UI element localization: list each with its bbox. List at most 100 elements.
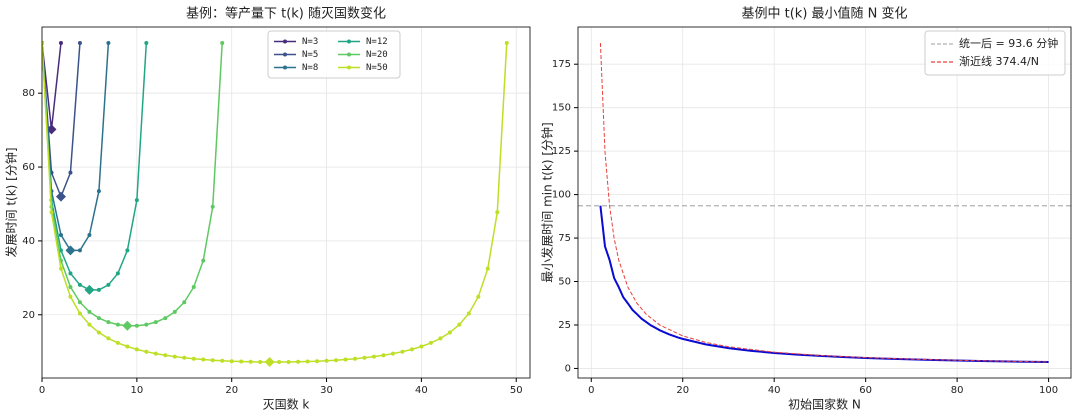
point xyxy=(144,40,149,45)
point xyxy=(106,336,111,341)
x-tick-label: 80 xyxy=(951,385,964,396)
x-tick-label: 40 xyxy=(415,385,428,396)
legend-label: 统一后 = 93.6 分钟 xyxy=(959,36,1058,50)
chart-title: 基例：等产量下 t(k) 随灭国数变化 xyxy=(186,6,386,22)
point xyxy=(134,323,139,328)
point xyxy=(68,294,73,299)
series-line xyxy=(42,42,81,199)
point xyxy=(163,353,168,358)
point xyxy=(115,271,120,276)
point xyxy=(353,356,358,361)
point xyxy=(258,359,263,364)
point xyxy=(134,198,139,203)
point xyxy=(96,287,101,292)
series-line xyxy=(42,42,508,363)
y-tick-label: 60 xyxy=(22,162,35,173)
x-tick-label: 40 xyxy=(768,385,781,396)
y-tick-label: 175 xyxy=(552,59,571,70)
point xyxy=(315,359,320,364)
point xyxy=(286,359,291,364)
point xyxy=(182,355,187,360)
x-axis-label: 初始国家数 N xyxy=(788,397,861,412)
point xyxy=(438,336,443,341)
point xyxy=(77,40,82,45)
point xyxy=(191,356,196,361)
point xyxy=(125,344,130,349)
point xyxy=(134,347,139,352)
point xyxy=(77,311,82,316)
x-tick-label: 30 xyxy=(320,385,333,396)
point xyxy=(305,359,310,364)
point xyxy=(390,351,395,356)
point xyxy=(362,355,367,360)
legend-label: 渐近线 374.4/N xyxy=(959,54,1039,68)
point xyxy=(495,210,500,215)
y-tick-label: 0 xyxy=(565,363,571,374)
point xyxy=(58,40,63,45)
legend-label: N=50 xyxy=(366,63,388,73)
minimum-marker xyxy=(65,245,76,256)
point xyxy=(447,330,452,335)
point xyxy=(87,322,92,327)
y-tick-label: 20 xyxy=(22,310,35,321)
plot-frame xyxy=(577,26,1072,379)
point xyxy=(68,284,73,289)
legend-marker xyxy=(283,39,287,44)
y-tick-label: 125 xyxy=(552,146,571,157)
chart-title: 基例中 t(k) 最小值随 N 变化 xyxy=(741,6,907,22)
legend-marker xyxy=(347,65,351,70)
point xyxy=(77,300,82,305)
minimum-marker xyxy=(84,284,95,295)
legend-marker xyxy=(283,65,287,70)
point xyxy=(504,40,509,45)
series-line xyxy=(599,205,1049,364)
point xyxy=(144,349,149,354)
point xyxy=(87,309,92,314)
point xyxy=(381,353,386,358)
y-tick-label: 25 xyxy=(558,320,571,331)
y-tick-label: 50 xyxy=(558,277,571,288)
point xyxy=(334,358,339,363)
point xyxy=(277,360,282,365)
series-line xyxy=(42,42,223,327)
x-tick-label: 100 xyxy=(1039,385,1058,396)
legend-label: N=8 xyxy=(302,63,318,73)
legend-marker xyxy=(283,52,287,57)
minimum-marker xyxy=(264,357,275,368)
x-tick-label: 50 xyxy=(510,385,523,396)
legend-marker xyxy=(347,52,351,57)
y-tick-label: 75 xyxy=(558,233,571,244)
point xyxy=(96,189,101,194)
point xyxy=(476,294,481,299)
point xyxy=(409,347,414,352)
series-line xyxy=(599,42,1049,363)
y-tick-label: 40 xyxy=(22,236,35,247)
point xyxy=(144,322,149,327)
x-axis-label: 灭国数 k xyxy=(263,397,310,412)
point xyxy=(400,349,405,354)
point xyxy=(191,284,196,289)
point xyxy=(457,322,462,327)
point xyxy=(42,40,44,45)
legend-marker xyxy=(347,39,351,44)
legend-box xyxy=(924,30,1066,76)
legend-box xyxy=(267,30,401,79)
legend-label: N=3 xyxy=(302,37,318,47)
point xyxy=(125,248,130,253)
point xyxy=(49,210,54,215)
y-tick-label: 150 xyxy=(552,103,571,114)
point xyxy=(115,340,120,345)
point xyxy=(115,322,120,327)
x-tick-label: 0 xyxy=(39,385,45,396)
y-axis-label: 最小发展时间 min t(k) [分钟] xyxy=(540,122,555,282)
point xyxy=(419,344,424,349)
point xyxy=(172,354,177,359)
plot-area xyxy=(42,40,509,368)
y-tick-label: 80 xyxy=(22,88,35,99)
point xyxy=(220,358,225,363)
point xyxy=(220,40,225,45)
point xyxy=(201,357,206,362)
point xyxy=(201,258,206,263)
y-tick-label: 100 xyxy=(552,190,571,201)
